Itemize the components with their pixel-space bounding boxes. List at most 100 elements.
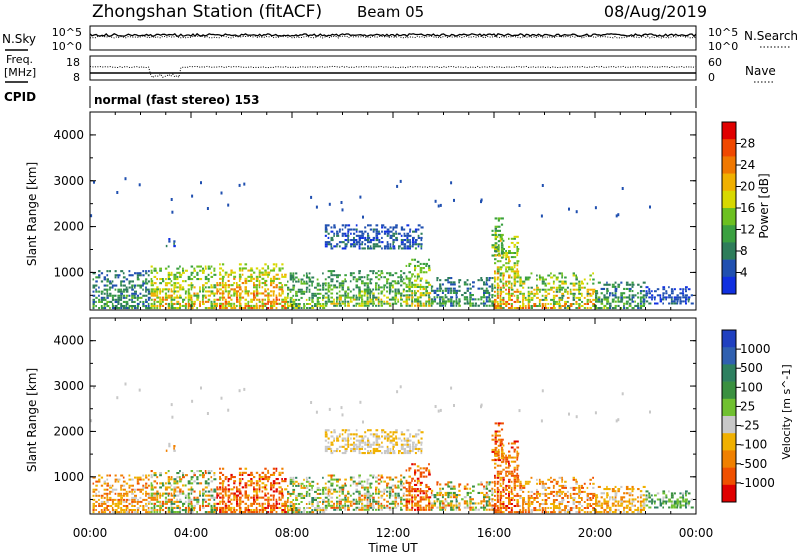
power-cell [227,279,230,282]
power-cell [522,298,525,301]
velocity-cell [425,490,429,493]
power-cell [402,278,405,281]
power-cell [264,294,268,297]
velocity-cell [634,508,638,511]
power-cell [100,280,104,283]
power-cell [516,268,519,271]
velocity-cell [430,504,434,507]
power-cell [518,204,521,207]
velocity-cell [145,482,148,485]
power-cell [670,296,673,299]
velocity-cell [466,491,469,494]
velocity-cell [499,492,502,495]
velocity-cell [447,502,450,505]
velocity-cell [173,478,177,481]
power-cell [238,275,242,278]
power-cell [505,266,508,269]
velocity-cell [193,496,196,499]
velocity-cell [403,439,407,442]
velocity-cell [253,509,256,512]
power-cell [561,286,565,289]
power-cell [494,248,498,250]
power-cell [179,275,182,278]
velocity-cell [430,508,433,511]
power-cell [425,294,428,297]
velocity-cell [341,486,345,489]
velocity-cell [258,502,261,505]
velocity-cell [611,511,615,514]
power-cell [408,277,412,280]
power-cell [289,288,293,291]
velocity-cell [513,505,517,507]
velocity-cell [221,506,225,509]
power-cell [349,298,352,301]
velocity-cell [156,490,159,493]
power-cell [199,300,202,303]
power-cell [620,296,623,299]
velocity-cell [497,430,501,433]
power-cell [238,286,242,289]
velocity-cell [499,472,502,475]
velocity-cell [352,482,355,485]
velocity-cell [250,480,253,483]
velocity-cell [388,496,391,499]
velocity-cell [361,486,364,489]
velocity-cell [367,443,370,446]
velocity-cell [494,434,499,437]
power-cell [281,292,284,295]
velocity-cell [216,502,220,505]
power-cell [575,278,578,281]
power-cell [264,282,267,285]
velocity-cell [363,504,367,507]
velocity-cell [106,494,109,497]
velocity-cell [508,472,511,475]
velocity-cell [316,507,320,509]
velocity-cell [611,496,614,499]
power-cell [333,298,335,301]
velocity-cell [120,511,123,514]
velocity-cell [544,488,547,491]
power-cell [145,290,147,293]
velocity-cell [341,484,344,487]
power-cell [541,294,544,297]
velocity-cell [441,504,445,507]
power-cell [227,300,230,303]
power-cell [295,280,298,283]
power-cell [516,262,519,265]
velocity-cell [92,505,96,507]
power-cell [295,276,298,279]
velocity-cell [358,494,362,497]
velocity-cell [227,488,231,491]
velocity-cell [314,490,317,493]
velocity-cell [375,443,379,446]
velocity-cell [597,500,601,503]
power-cell [561,282,565,285]
velocity-cell [419,467,422,470]
power-cell [566,290,569,293]
power-cell [364,243,367,246]
velocity-cell [98,490,100,493]
power-cell [388,272,392,275]
velocity-cell [499,482,502,485]
power-cell [530,307,533,309]
velocity-cell [472,489,475,492]
power-cell [347,230,350,233]
power-cell [153,269,157,272]
power-cell [494,298,497,301]
power-cell [142,284,144,287]
velocity-cell [221,480,225,483]
power-cell [336,232,339,235]
power-cell [250,269,254,272]
velocity-cell [572,499,576,501]
power-cell [353,232,356,235]
power-cell [106,270,109,273]
velocity-cell [419,481,423,484]
velocity-cell [496,499,499,501]
power-cell [375,298,378,301]
velocity-cell [372,500,376,503]
velocity-cell [145,509,148,511]
velocity-cell [264,506,267,509]
velocity-cell [589,478,592,481]
velocity-cell [583,507,587,509]
velocity-cell [303,494,306,497]
